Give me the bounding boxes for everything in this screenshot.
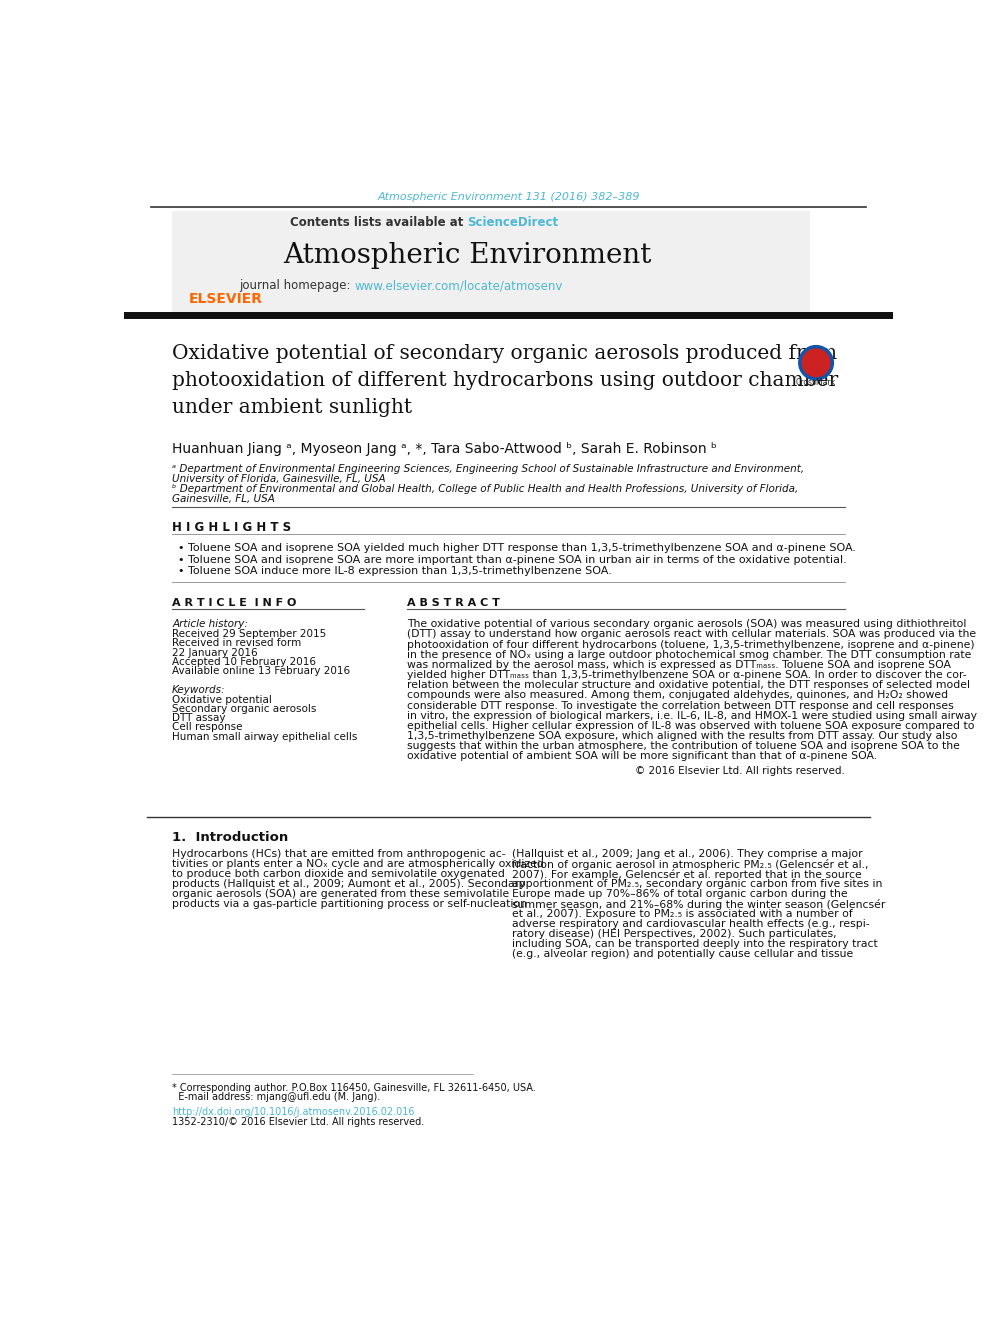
Text: • Toluene SOA and isoprene SOA yielded much higher DTT response than 1,3,5-trime: • Toluene SOA and isoprene SOA yielded m… [179, 542, 856, 553]
Text: CrossMark: CrossMark [796, 378, 836, 388]
Text: www.elsevier.com/locate/atmosenv: www.elsevier.com/locate/atmosenv [355, 279, 563, 292]
Text: Accepted 10 February 2016: Accepted 10 February 2016 [172, 658, 316, 667]
Text: considerable DTT response. To investigate the correlation between DTT response a: considerable DTT response. To investigat… [407, 701, 953, 710]
Text: (Hallquist et al., 2009; Jang et al., 2006). They comprise a major: (Hallquist et al., 2009; Jang et al., 20… [512, 848, 862, 859]
Bar [124, 312, 893, 319]
Text: fraction of organic aerosol in atmospheric PM₂.₅ (Gelencsér et al.,: fraction of organic aerosol in atmospher… [512, 859, 868, 869]
Text: organic aerosols (SOA) are generated from these semivolatile: organic aerosols (SOA) are generated fro… [172, 889, 509, 898]
Text: 22 January 2016: 22 January 2016 [172, 648, 258, 658]
Text: et al., 2007). Exposure to PM₂.₅ is associated with a number of: et al., 2007). Exposure to PM₂.₅ is asso… [512, 909, 852, 918]
Text: (DTT) assay to understand how organic aerosols react with cellular materials. SO: (DTT) assay to understand how organic ae… [407, 630, 976, 639]
Text: summer season, and 21%–68% during the winter season (Gelencsér: summer season, and 21%–68% during the wi… [512, 898, 885, 910]
Text: in vitro, the expression of biological markers, i.e. IL-6, IL-8, and HMOX-1 were: in vitro, the expression of biological m… [407, 710, 977, 721]
Text: http://dx.doi.org/10.1016/j.atmosenv.2016.02.016: http://dx.doi.org/10.1016/j.atmosenv.201… [172, 1107, 415, 1118]
Text: products (Hallquist et al., 2009; Aumont et al., 2005). Secondary: products (Hallquist et al., 2009; Aumont… [172, 878, 526, 889]
Text: DTT assay: DTT assay [172, 713, 225, 724]
Text: Oxidative potential of secondary organic aerosols produced from
photooxidation o: Oxidative potential of secondary organic… [172, 344, 838, 417]
Text: (e.g., alveolar region) and potentially cause cellular and tissue: (e.g., alveolar region) and potentially … [512, 949, 853, 959]
Text: Received in revised form: Received in revised form [172, 639, 302, 648]
Text: Cell response: Cell response [172, 722, 243, 733]
Text: suggests that within the urban atmosphere, the contribution of toluene SOA and i: suggests that within the urban atmospher… [407, 741, 959, 751]
Text: compounds were also measured. Among them, conjugated aldehydes, quinones, and H₂: compounds were also measured. Among them… [407, 691, 948, 700]
Text: Oxidative potential: Oxidative potential [172, 695, 272, 705]
Text: relation between the molecular structure and oxidative potential, the DTT respon: relation between the molecular structure… [407, 680, 970, 691]
Text: in the presence of NOₓ using a large outdoor photochemical smog chamber. The DTT: in the presence of NOₓ using a large out… [407, 650, 971, 660]
Text: E-mail address: mjang@ufl.edu (M. Jang).: E-mail address: mjang@ufl.edu (M. Jang). [172, 1091, 380, 1102]
Text: Huanhuan Jiang ᵃ, Myoseon Jang ᵃ, *, Tara Sabo-Attwood ᵇ, Sarah E. Robinson ᵇ: Huanhuan Jiang ᵃ, Myoseon Jang ᵃ, *, Tar… [172, 442, 717, 456]
Text: including SOA, can be transported deeply into the respiratory tract: including SOA, can be transported deeply… [512, 939, 877, 949]
Text: Secondary organic aerosols: Secondary organic aerosols [172, 704, 316, 714]
Text: Received 29 September 2015: Received 29 September 2015 [172, 630, 326, 639]
Bar [172, 212, 809, 312]
Text: yielded higher DTTₘₐₛₛ than 1,3,5-trimethylbenzene SOA or α-pinene SOA. In order: yielded higher DTTₘₐₛₛ than 1,3,5-trimet… [407, 669, 966, 680]
Text: © 2016 Elsevier Ltd. All rights reserved.: © 2016 Elsevier Ltd. All rights reserved… [635, 766, 845, 777]
Text: Available online 13 February 2016: Available online 13 February 2016 [172, 667, 350, 676]
Text: oxidative potential of ambient SOA will be more significant than that of α-pinen: oxidative potential of ambient SOA will … [407, 751, 877, 761]
Text: Europe made up 70%–86% of total organic carbon during the: Europe made up 70%–86% of total organic … [512, 889, 847, 898]
Text: apportionment of PM₂.₅, secondary organic carbon from five sites in: apportionment of PM₂.₅, secondary organi… [512, 878, 882, 889]
Text: • Toluene SOA induce more IL-8 expression than 1,3,5-trimethylbenzene SOA.: • Toluene SOA induce more IL-8 expressio… [179, 566, 612, 576]
Text: H I G H L I G H T S: H I G H L I G H T S [172, 521, 292, 533]
Text: 1,3,5-trimethylbenzene SOA exposure, which aligned with the results from DTT ass: 1,3,5-trimethylbenzene SOA exposure, whi… [407, 732, 957, 741]
Text: ᵃ Department of Environmental Engineering Sciences, Engineering School of Sustai: ᵃ Department of Environmental Engineerin… [172, 464, 805, 475]
Text: The oxidative potential of various secondary organic aerosols (SOA) was measured: The oxidative potential of various secon… [407, 619, 966, 630]
Text: ᵇ Department of Environmental and Global Health, College of Public Health and He: ᵇ Department of Environmental and Global… [172, 484, 799, 495]
Text: journal homepage:: journal homepage: [240, 279, 355, 292]
Text: A B S T R A C T: A B S T R A C T [407, 598, 500, 607]
Text: 1.  Introduction: 1. Introduction [172, 831, 289, 844]
Text: photooxidation of four different hydrocarbons (toluene, 1,3,5-trimethylbenzene, : photooxidation of four different hydroca… [407, 639, 974, 650]
Text: Contents lists available at: Contents lists available at [290, 216, 467, 229]
Text: Keywords:: Keywords: [172, 685, 225, 695]
Text: Hydrocarbons (HCs) that are emitted from anthropogenic ac-: Hydrocarbons (HCs) that are emitted from… [172, 848, 506, 859]
Text: Gainesville, FL, USA: Gainesville, FL, USA [172, 495, 275, 504]
Text: ELSEVIER: ELSEVIER [188, 292, 262, 306]
Text: products via a gas-particle partitioning process or self-nucleation: products via a gas-particle partitioning… [172, 898, 527, 909]
Text: * Corresponding author. P.O.Box 116450, Gainesville, FL 32611-6450, USA.: * Corresponding author. P.O.Box 116450, … [172, 1082, 536, 1093]
Text: to produce both carbon dioxide and semivolatile oxygenated: to produce both carbon dioxide and semiv… [172, 869, 505, 878]
Text: A R T I C L E  I N F O: A R T I C L E I N F O [172, 598, 297, 607]
Text: ScienceDirect: ScienceDirect [467, 216, 558, 229]
Text: 1352-2310/© 2016 Elsevier Ltd. All rights reserved.: 1352-2310/© 2016 Elsevier Ltd. All right… [172, 1117, 425, 1127]
Text: ratory disease) (HEI Perspectives, 2002). Such particulates,: ratory disease) (HEI Perspectives, 2002)… [512, 929, 836, 939]
Circle shape [800, 347, 832, 378]
Text: Atmospheric Environment 131 (2016) 382–389: Atmospheric Environment 131 (2016) 382–3… [377, 192, 640, 202]
Text: Article history:: Article history: [172, 619, 248, 630]
Text: University of Florida, Gainesville, FL, USA: University of Florida, Gainesville, FL, … [172, 475, 386, 484]
Text: 2007). For example, Gelencsér et al. reported that in the source: 2007). For example, Gelencsér et al. re… [512, 869, 861, 880]
Text: tivities or plants enter a NOₓ cycle and are atmospherically oxidized: tivities or plants enter a NOₓ cycle and… [172, 859, 544, 869]
Text: • Toluene SOA and isoprene SOA are more important than α-pinene SOA in urban air: • Toluene SOA and isoprene SOA are more … [179, 554, 847, 565]
Text: adverse respiratory and cardiovascular health effects (e.g., respi-: adverse respiratory and cardiovascular h… [512, 918, 869, 929]
Text: Human small airway epithelial cells: Human small airway epithelial cells [172, 732, 357, 742]
Text: Atmospheric Environment: Atmospheric Environment [283, 242, 652, 269]
Text: epithelial cells. Higher cellular expression of IL-8 was observed with toluene S: epithelial cells. Higher cellular expres… [407, 721, 974, 730]
Text: was normalized by the aerosol mass, which is expressed as DTTₘₐₛₛ. Toluene SOA a: was normalized by the aerosol mass, whic… [407, 660, 951, 669]
